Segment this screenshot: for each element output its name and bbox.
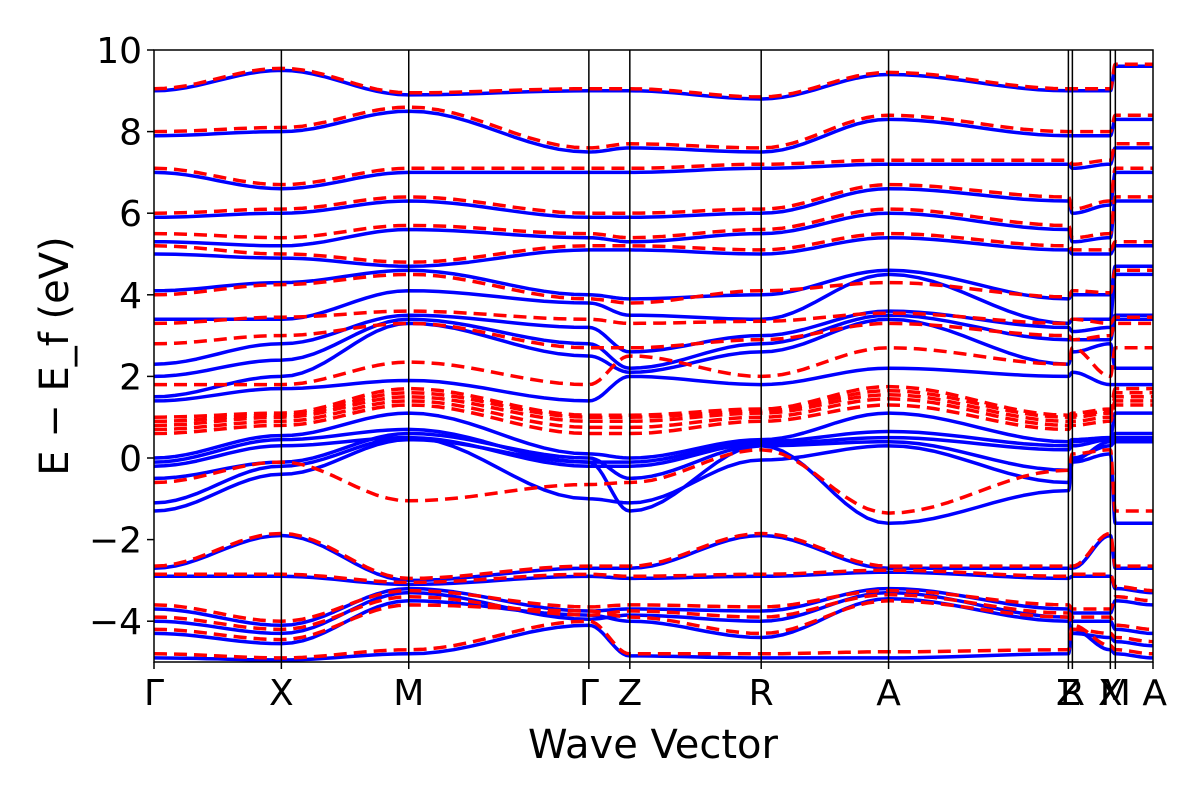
solid-band-line <box>154 109 1153 154</box>
solid-band-line <box>154 431 1153 481</box>
solid-band-line <box>154 437 1153 526</box>
dashed-band-line <box>154 195 1153 240</box>
dashed-band-line <box>154 568 1153 593</box>
solid-band-line <box>154 623 1153 662</box>
dashed-band-line <box>154 62 1153 99</box>
y-tick-label: 0 <box>119 439 142 480</box>
solid-band-line <box>154 435 1153 468</box>
solid-band-line <box>154 313 1153 379</box>
dashed-band-line <box>154 268 1153 305</box>
y-tick-label: 8 <box>119 113 142 154</box>
dashed-band-line <box>154 619 1153 660</box>
dashed-band-line <box>154 142 1153 187</box>
x-tick-label: M <box>393 673 424 714</box>
dashed-band-line <box>154 397 1153 432</box>
dashed-band-line <box>154 403 1153 436</box>
solid-band-line <box>154 146 1153 191</box>
solid-band-line <box>154 309 1153 366</box>
plot-area <box>154 50 1153 662</box>
dashed-band-line <box>154 384 1153 419</box>
solid-band-line <box>154 590 1153 636</box>
solid-band-line <box>154 366 1153 403</box>
solid-band-line <box>154 272 1153 326</box>
y-tick-label: 6 <box>119 194 142 235</box>
dashed-band-line <box>154 448 1153 515</box>
dashed-band-line <box>154 346 1153 387</box>
y-tick-label: 2 <box>119 357 142 398</box>
x-axis-ticks: Γ X M Γ Z R A ZR XM A <box>144 662 1167 714</box>
x-tick-label: Γ <box>579 673 599 714</box>
x-tick-label: A <box>1142 673 1167 714</box>
k-point-lines <box>280 50 1117 662</box>
dashed-band-line <box>154 321 1153 350</box>
x-tick-label: Z <box>617 673 642 714</box>
y-tick-label: 10 <box>96 31 142 72</box>
y-tick-label: 4 <box>119 276 142 317</box>
dashed-band-line <box>154 588 1153 623</box>
solid-band-line <box>154 586 1153 628</box>
solid-band-line <box>154 317 1153 399</box>
x-tick-label: A <box>876 673 901 714</box>
x-tick-label: X <box>1098 673 1123 714</box>
y-axis-ticks: −4 −2 0 2 4 6 8 10 <box>89 31 154 643</box>
solid-band-line <box>154 170 1153 220</box>
y-axis-label-text: E − E_f (eV) <box>32 236 78 475</box>
x-tick-label: Z <box>1056 673 1081 714</box>
solid-band-line <box>154 199 1153 248</box>
y-tick-label: −2 <box>89 521 142 562</box>
dashed-band-line <box>154 309 1153 326</box>
dashed-band-line <box>154 599 1153 644</box>
dashed-band-line <box>154 592 1153 632</box>
x-tick-label: M <box>1100 673 1131 714</box>
x-axis-label: Wave Vector <box>528 722 779 768</box>
solid-band-line <box>154 235 1153 268</box>
bands-layer <box>154 62 1153 662</box>
y-tick-label: −4 <box>89 602 142 643</box>
y-axis-label: E − E_f (eV) <box>32 236 78 475</box>
dashed-band-line <box>154 531 1153 581</box>
solid-band-line <box>154 411 1153 460</box>
x-tick-label: R <box>749 673 774 714</box>
dashed-band-line <box>154 231 1153 264</box>
plot-frame <box>153 49 1154 663</box>
dashed-band-line <box>154 105 1153 150</box>
x-tick-label: R <box>1060 673 1085 714</box>
x-tick-label: Γ <box>144 673 164 714</box>
x-tick-label: X <box>269 673 294 714</box>
solid-band-line <box>154 533 1153 583</box>
